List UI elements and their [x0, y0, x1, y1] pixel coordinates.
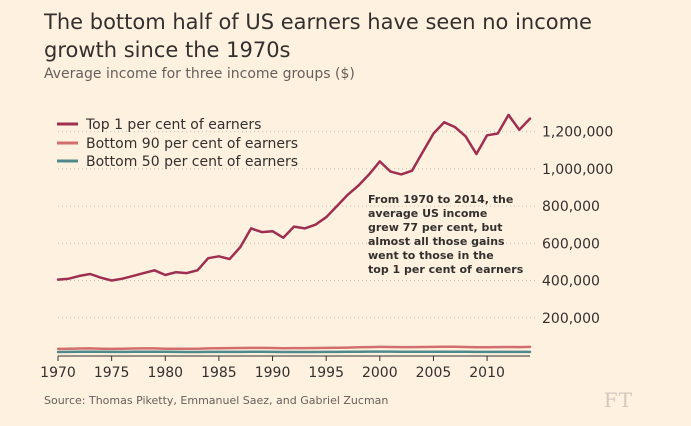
ft-logo: FT	[603, 388, 633, 412]
x-tick-label: 1975	[94, 365, 130, 381]
annotation-line: From 1970 to 2014, the	[368, 193, 513, 206]
x-tick-label: 1985	[201, 365, 237, 381]
annotation-line: went to those in the	[368, 249, 494, 262]
chart-subtitle: Average income for three income groups (…	[44, 66, 355, 82]
annotation-line: grew 77 per cent, but	[368, 221, 503, 234]
y-tick-label: 1,200,000	[542, 125, 613, 141]
series-line-0	[56, 113, 532, 282]
x-tick-label: 2000	[362, 365, 398, 381]
legend: Top 1 per cent of earners Bottom 90 per c…	[57, 117, 298, 170]
x-tick-label: 2005	[416, 365, 452, 381]
x-tick-label: 2010	[469, 365, 505, 381]
legend-label: Bottom 50 per cent of earners	[86, 154, 298, 170]
y-tick-label: 200,000	[542, 311, 600, 327]
x-tick-label: 1970	[40, 365, 76, 381]
y-tick-label: 600,000	[542, 236, 600, 252]
annotation-line: almost all those gains	[368, 235, 505, 248]
legend-label: Bottom 90 per cent of earners	[86, 136, 298, 152]
axis-layer: 200,000 400,000 600,000 800,000 1,000,000 1,2…	[40, 125, 613, 381]
legend-label: Top 1 per cent of earners	[85, 117, 261, 133]
annotation-line: average US income	[368, 207, 487, 220]
x-tick-label: 1995	[308, 365, 344, 381]
y-tick-label: 400,000	[542, 274, 600, 290]
y-tick-label: 1,000,000	[542, 162, 613, 178]
x-tick-label: 1990	[255, 365, 291, 381]
series-layer	[56, 113, 532, 354]
chart-title: The bottom half of US earners have seen …	[44, 10, 592, 62]
series-line-1	[56, 345, 532, 351]
annotation-line: top 1 per cent of earners	[368, 263, 524, 276]
y-tick-label: 800,000	[542, 199, 600, 215]
x-tick-label: 1980	[147, 365, 183, 381]
source-note: Source: Thomas Piketty, Emmanuel Saez, a…	[44, 394, 389, 407]
